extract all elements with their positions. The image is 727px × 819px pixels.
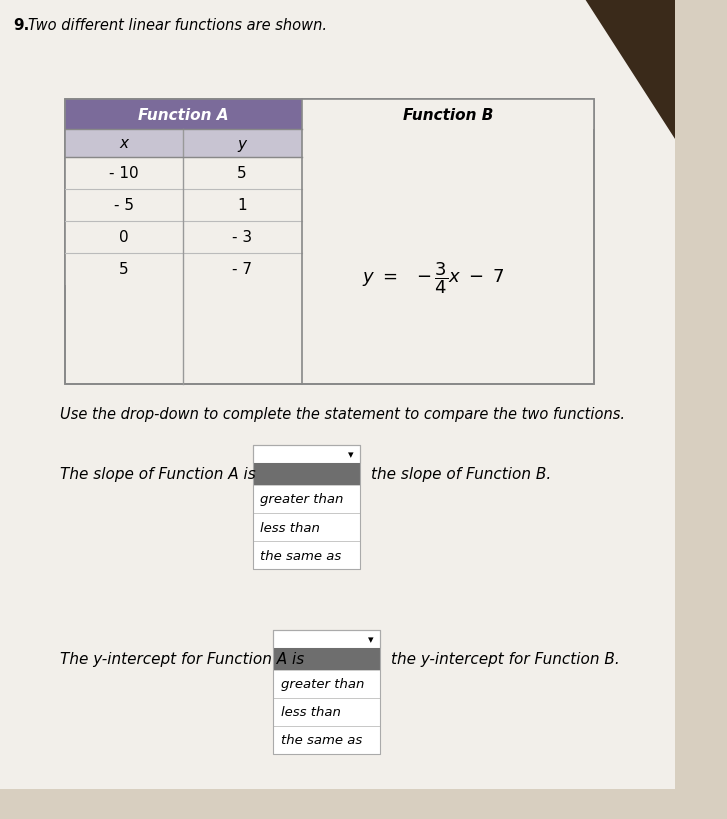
Text: ▾: ▾ — [368, 634, 374, 645]
Bar — [253, 514, 360, 541]
Bar — [253, 446, 360, 569]
Text: greater than: greater than — [281, 677, 364, 690]
Bar — [65, 158, 302, 190]
Bar — [273, 631, 380, 754]
Bar — [253, 446, 360, 464]
Polygon shape — [510, 0, 675, 140]
Bar — [273, 698, 380, 726]
Bar — [253, 486, 360, 514]
Text: 5: 5 — [237, 166, 246, 181]
Bar — [65, 254, 302, 286]
Bar — [65, 100, 302, 130]
Bar — [65, 100, 594, 385]
Bar — [273, 631, 380, 648]
Bar — [65, 190, 302, 222]
Text: x: x — [119, 136, 129, 152]
Text: the same as: the same as — [281, 734, 362, 747]
Text: greater than: greater than — [260, 493, 344, 506]
Text: 1: 1 — [237, 198, 246, 213]
Bar — [253, 541, 360, 569]
Text: less than: less than — [260, 521, 321, 534]
Text: y: y — [238, 136, 246, 152]
Text: $y\ =\ \ -\dfrac{3}{4}x\ -\ 7$: $y\ =\ \ -\dfrac{3}{4}x\ -\ 7$ — [362, 260, 505, 296]
Text: the same as: the same as — [260, 549, 342, 562]
Bar — [65, 100, 594, 385]
Text: The y-intercept for Function A is: The y-intercept for Function A is — [60, 652, 305, 667]
Text: Function B: Function B — [403, 107, 493, 122]
Text: the slope of Function B.: the slope of Function B. — [371, 467, 551, 482]
Bar — [65, 130, 302, 158]
Bar — [253, 464, 360, 486]
Bar — [65, 222, 302, 254]
Text: - 10: - 10 — [109, 166, 139, 181]
Text: Use the drop-down to complete the statement to compare the two functions.: Use the drop-down to complete the statem… — [60, 406, 625, 422]
Text: ▾: ▾ — [348, 450, 353, 459]
Bar — [273, 670, 380, 698]
Bar — [273, 726, 380, 754]
Text: 5: 5 — [119, 262, 129, 277]
Text: 0: 0 — [119, 230, 129, 245]
Text: Function A: Function A — [138, 107, 228, 122]
Bar — [273, 648, 380, 670]
Text: - 3: - 3 — [232, 230, 252, 245]
Text: less than: less than — [281, 706, 341, 718]
Text: - 5: - 5 — [114, 198, 134, 213]
Text: - 7: - 7 — [232, 262, 252, 277]
Text: 9.: 9. — [13, 18, 29, 33]
Text: The slope of Function A is: The slope of Function A is — [60, 467, 256, 482]
Bar — [302, 100, 594, 130]
Text: the y-intercept for Function B.: the y-intercept for Function B. — [391, 652, 620, 667]
Text: Two different linear functions are shown.: Two different linear functions are shown… — [28, 18, 327, 33]
